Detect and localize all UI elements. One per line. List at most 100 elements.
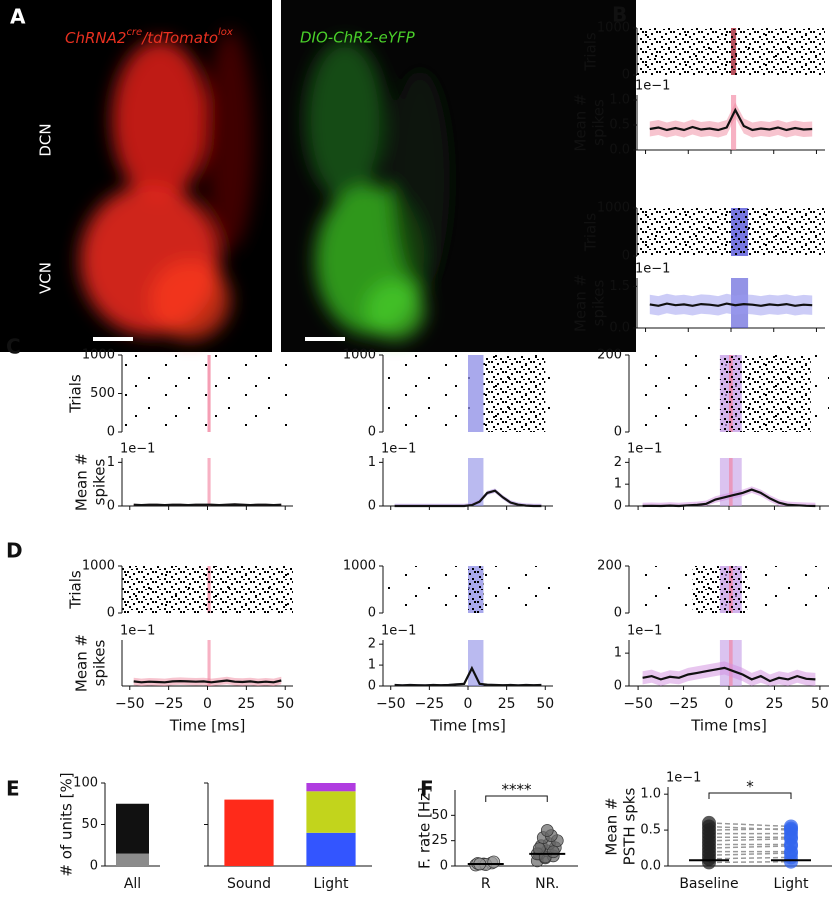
y-tick-label: 500: [90, 386, 115, 401]
x-axis-label: Time [ms]: [429, 717, 506, 735]
psth-line: [133, 503, 282, 507]
y-tick-label: 0: [614, 499, 622, 514]
pair-line: [708, 856, 792, 860]
y-tick-label: 0: [614, 606, 622, 621]
y-tick-label: 0: [614, 679, 622, 694]
bar-segment: [224, 799, 274, 866]
raster-spikes: [468, 566, 484, 613]
green-fluorescence: [305, 40, 450, 340]
y-tick-label: 2: [614, 455, 622, 470]
region-label: DCN: [37, 123, 55, 156]
stimulus: [468, 355, 484, 432]
y-tick-label: 0: [368, 499, 376, 514]
x-axis-label: Time [ms]: [169, 717, 246, 735]
y-tick-label: 1000: [343, 348, 376, 363]
x-tick-label: −50: [115, 696, 145, 712]
y-axis-label: Trials: [582, 213, 600, 253]
image-title: ChRNA2cre/tdTomatolox: [65, 27, 233, 47]
axis-multiplier: 1e−1: [120, 442, 155, 457]
panel-label: B: [612, 3, 627, 27]
y-tick-label: 25: [431, 833, 448, 848]
x-tick-label: Sound: [227, 876, 271, 892]
panel-a: ChRNA2cre/tdTomatolox DCN VCN DIO-ChR2-e…: [0, 0, 636, 352]
bar-segment: [116, 853, 149, 866]
y-tick-label: 1000: [82, 559, 115, 574]
y-tick-label: 1: [614, 477, 622, 492]
axis-multiplier: 1e−1: [381, 624, 416, 639]
panel-label: F: [420, 777, 434, 801]
y-tick-label: 0: [107, 425, 115, 440]
raster-spikes: [719, 355, 811, 432]
significance-bracket: [485, 795, 548, 802]
x-tick-label: −25: [669, 696, 699, 712]
raster-spikes: [483, 355, 546, 432]
y-tick-label: 1.0: [609, 93, 630, 108]
y-tick-label: 2: [368, 637, 376, 652]
x-tick-label: 0: [725, 696, 734, 712]
y-tick-label: 1000: [82, 348, 115, 363]
y-axis-label: F. rate [Hz]: [416, 787, 434, 869]
raster-spikes: [122, 566, 293, 613]
y-tick-label: 0: [107, 606, 115, 621]
y-tick-label: 0.0: [609, 321, 630, 336]
pair-line: [708, 845, 792, 849]
x-tick-label: All: [124, 876, 141, 892]
y-axis-label: Trials: [67, 570, 85, 610]
panel-label: C: [6, 335, 21, 359]
axis-multiplier: 1e−1: [627, 624, 662, 639]
y-tick-label: 0: [622, 68, 630, 83]
x-tick-label: Light: [314, 876, 349, 892]
axis-multiplier: 1e−1: [381, 442, 416, 457]
region-label: VCN: [37, 262, 55, 294]
stimulus: [731, 95, 737, 150]
x-tick-label: −50: [623, 696, 653, 712]
y-tick-label: 0: [368, 425, 376, 440]
title-part: ChRNA2: [65, 29, 126, 47]
axis-multiplier: 1e−1: [635, 262, 670, 277]
x-tick-label: Baseline: [679, 876, 738, 892]
stimulus: [207, 355, 211, 432]
significance: *: [746, 778, 754, 796]
data-point: [487, 855, 501, 869]
y-axis-label: Trials: [582, 32, 600, 72]
y-tick-label: 0: [440, 859, 448, 874]
y-tick-label: 50: [81, 817, 98, 832]
panel-label: E: [6, 777, 20, 801]
title-part: /tdTomato: [140, 29, 218, 47]
raster-spikes: [692, 566, 748, 613]
y-tick-label: 1.0: [640, 787, 661, 802]
pair-line: [708, 852, 792, 856]
image-title: DIO-ChR2-eYFP: [300, 29, 416, 47]
x-tick-label: −25: [154, 696, 184, 712]
y-tick-label: 0.0: [640, 859, 661, 874]
y-axis-label: Mean #: [73, 634, 91, 692]
y-tick-label: 1: [107, 455, 115, 470]
psth-line: [394, 665, 542, 687]
y-axis-label: PSTH spks: [621, 788, 639, 866]
bar-segment: [306, 783, 356, 792]
y-tick-label: 0: [614, 425, 622, 440]
y-tick-label: 1: [368, 658, 376, 673]
y-tick-label: 1000: [343, 559, 376, 574]
y-tick-label: 1000: [597, 201, 630, 216]
data-point: [540, 824, 554, 837]
axis-multiplier: 1e−1: [120, 624, 155, 639]
pair-line: [708, 827, 792, 831]
y-tick-label: 0.5: [640, 823, 661, 838]
y-tick-label: 0: [622, 249, 630, 264]
axis-multiplier: 1e−1: [635, 79, 670, 94]
y-tick-label: 0: [107, 499, 115, 514]
significance: ****: [502, 781, 533, 799]
y-axis-label: spikes: [590, 99, 608, 146]
y-axis-label: Trials: [67, 374, 85, 414]
x-tick-label: NR.: [535, 876, 559, 892]
y-axis-label: Mean #: [603, 797, 621, 855]
y-tick-label: 0: [90, 859, 98, 874]
stimulus: [207, 458, 211, 506]
y-tick-label: 1: [614, 646, 622, 661]
y-tick-label: 0: [368, 679, 376, 694]
title-sup: cre: [126, 27, 142, 38]
y-axis-label: # of units [%]: [58, 772, 76, 876]
red-fluorescence: [80, 30, 255, 340]
y-tick-label: 200: [597, 559, 622, 574]
